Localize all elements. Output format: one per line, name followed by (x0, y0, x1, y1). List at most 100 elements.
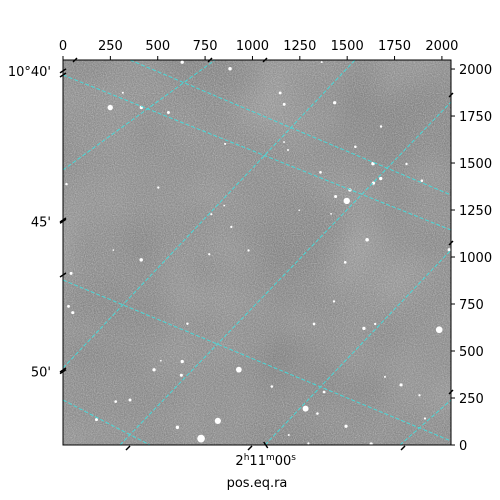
star (298, 209, 300, 211)
x-pixel-tick-label: 1000 (236, 39, 269, 54)
ra-tick-label-part: m (266, 453, 275, 463)
plot-frame (62, 59, 452, 446)
star (278, 91, 282, 95)
star (157, 186, 160, 189)
grid-crossing-tick (125, 445, 131, 451)
star (343, 197, 350, 205)
star (333, 101, 337, 105)
star (319, 171, 322, 174)
star (247, 249, 250, 252)
star (166, 110, 170, 114)
grid-line (63, 279, 451, 442)
star (362, 326, 366, 331)
grid-crossing-tick (448, 92, 454, 98)
star (69, 271, 73, 275)
star (374, 322, 377, 326)
grid-line (63, 60, 356, 369)
star (65, 182, 68, 186)
x-pixel-tick-label: 2000 (425, 39, 458, 54)
star (223, 204, 226, 207)
y-pixel-tick-label: 1500 (459, 157, 492, 172)
ra-tick-label-part: 2 (235, 454, 243, 469)
grid-line (399, 399, 451, 445)
star (316, 412, 319, 415)
star (114, 400, 117, 403)
star (307, 442, 310, 445)
star (128, 398, 132, 402)
dec-tick (59, 218, 67, 224)
dec-tick-label: 50' (31, 366, 51, 381)
grid-crossing-tick (59, 72, 67, 78)
star (383, 375, 386, 378)
grid-crossing-tick (448, 389, 454, 395)
grid-line (264, 249, 451, 445)
star (322, 390, 326, 394)
star (107, 104, 113, 111)
star (197, 434, 205, 443)
star (379, 125, 383, 128)
ra-tick-label-part: 00 (275, 454, 292, 469)
star (152, 368, 156, 372)
grid-crossing-tick (59, 272, 67, 278)
star (423, 417, 427, 420)
ra-tick-label-part: 11 (249, 454, 266, 469)
y-pixel-tick-label: 0 (459, 439, 467, 454)
star (180, 359, 184, 364)
star (180, 60, 184, 64)
y-pixel-tick-label: 500 (459, 345, 484, 360)
star (235, 366, 242, 373)
dec-tick-label: 45' (31, 215, 51, 230)
grid-line (119, 101, 451, 445)
star (224, 142, 227, 146)
y-pixel-tick-label: 1750 (459, 110, 492, 125)
sky-image (63, 60, 451, 445)
star (175, 425, 180, 430)
star (320, 61, 323, 64)
star (282, 102, 286, 106)
star (330, 212, 332, 215)
star (121, 91, 124, 94)
star (334, 194, 338, 198)
star (344, 424, 348, 428)
star (228, 67, 232, 71)
star (379, 176, 383, 181)
x-pixel-tick-label: 1250 (283, 39, 316, 54)
star (287, 433, 290, 437)
x-pixel-tick-label: 250 (98, 39, 123, 54)
y-pixel-tick-label: 1250 (459, 204, 492, 219)
x-pixel-tick-label: 500 (145, 39, 170, 54)
star (312, 322, 316, 326)
x-pixel-tick-label: 1500 (331, 39, 364, 54)
x-pixel-tick-label: 0 (59, 39, 67, 54)
dec-tick (59, 68, 67, 74)
star (405, 162, 408, 166)
grid-crossing-tick (400, 445, 406, 451)
dec-tick (59, 369, 67, 375)
star (67, 304, 70, 308)
star (354, 145, 357, 149)
star (112, 249, 115, 251)
star (186, 322, 189, 325)
y-pixel-tick-label: 250 (459, 392, 484, 407)
grid-line (63, 74, 451, 231)
x-pixel-tick-label: 750 (193, 39, 218, 54)
star (435, 326, 443, 334)
grid-crossing-tick (59, 367, 67, 373)
ra-tick-label: 2h11m00s (235, 453, 296, 469)
grid-crossing-tick (207, 57, 213, 63)
star (302, 405, 309, 412)
grid-line (63, 399, 151, 445)
star (208, 253, 211, 256)
grid-line (63, 60, 216, 171)
star (214, 417, 221, 424)
grid-crossing-tick (59, 217, 67, 223)
star (270, 385, 274, 388)
star (160, 359, 162, 362)
stars-layer (65, 60, 451, 445)
ra-tick (263, 441, 269, 449)
coordinate-grid (63, 60, 451, 445)
star (418, 394, 421, 397)
x-axis-title: pos.eq.ra (227, 476, 288, 491)
grid-crossing-tick (262, 57, 268, 63)
